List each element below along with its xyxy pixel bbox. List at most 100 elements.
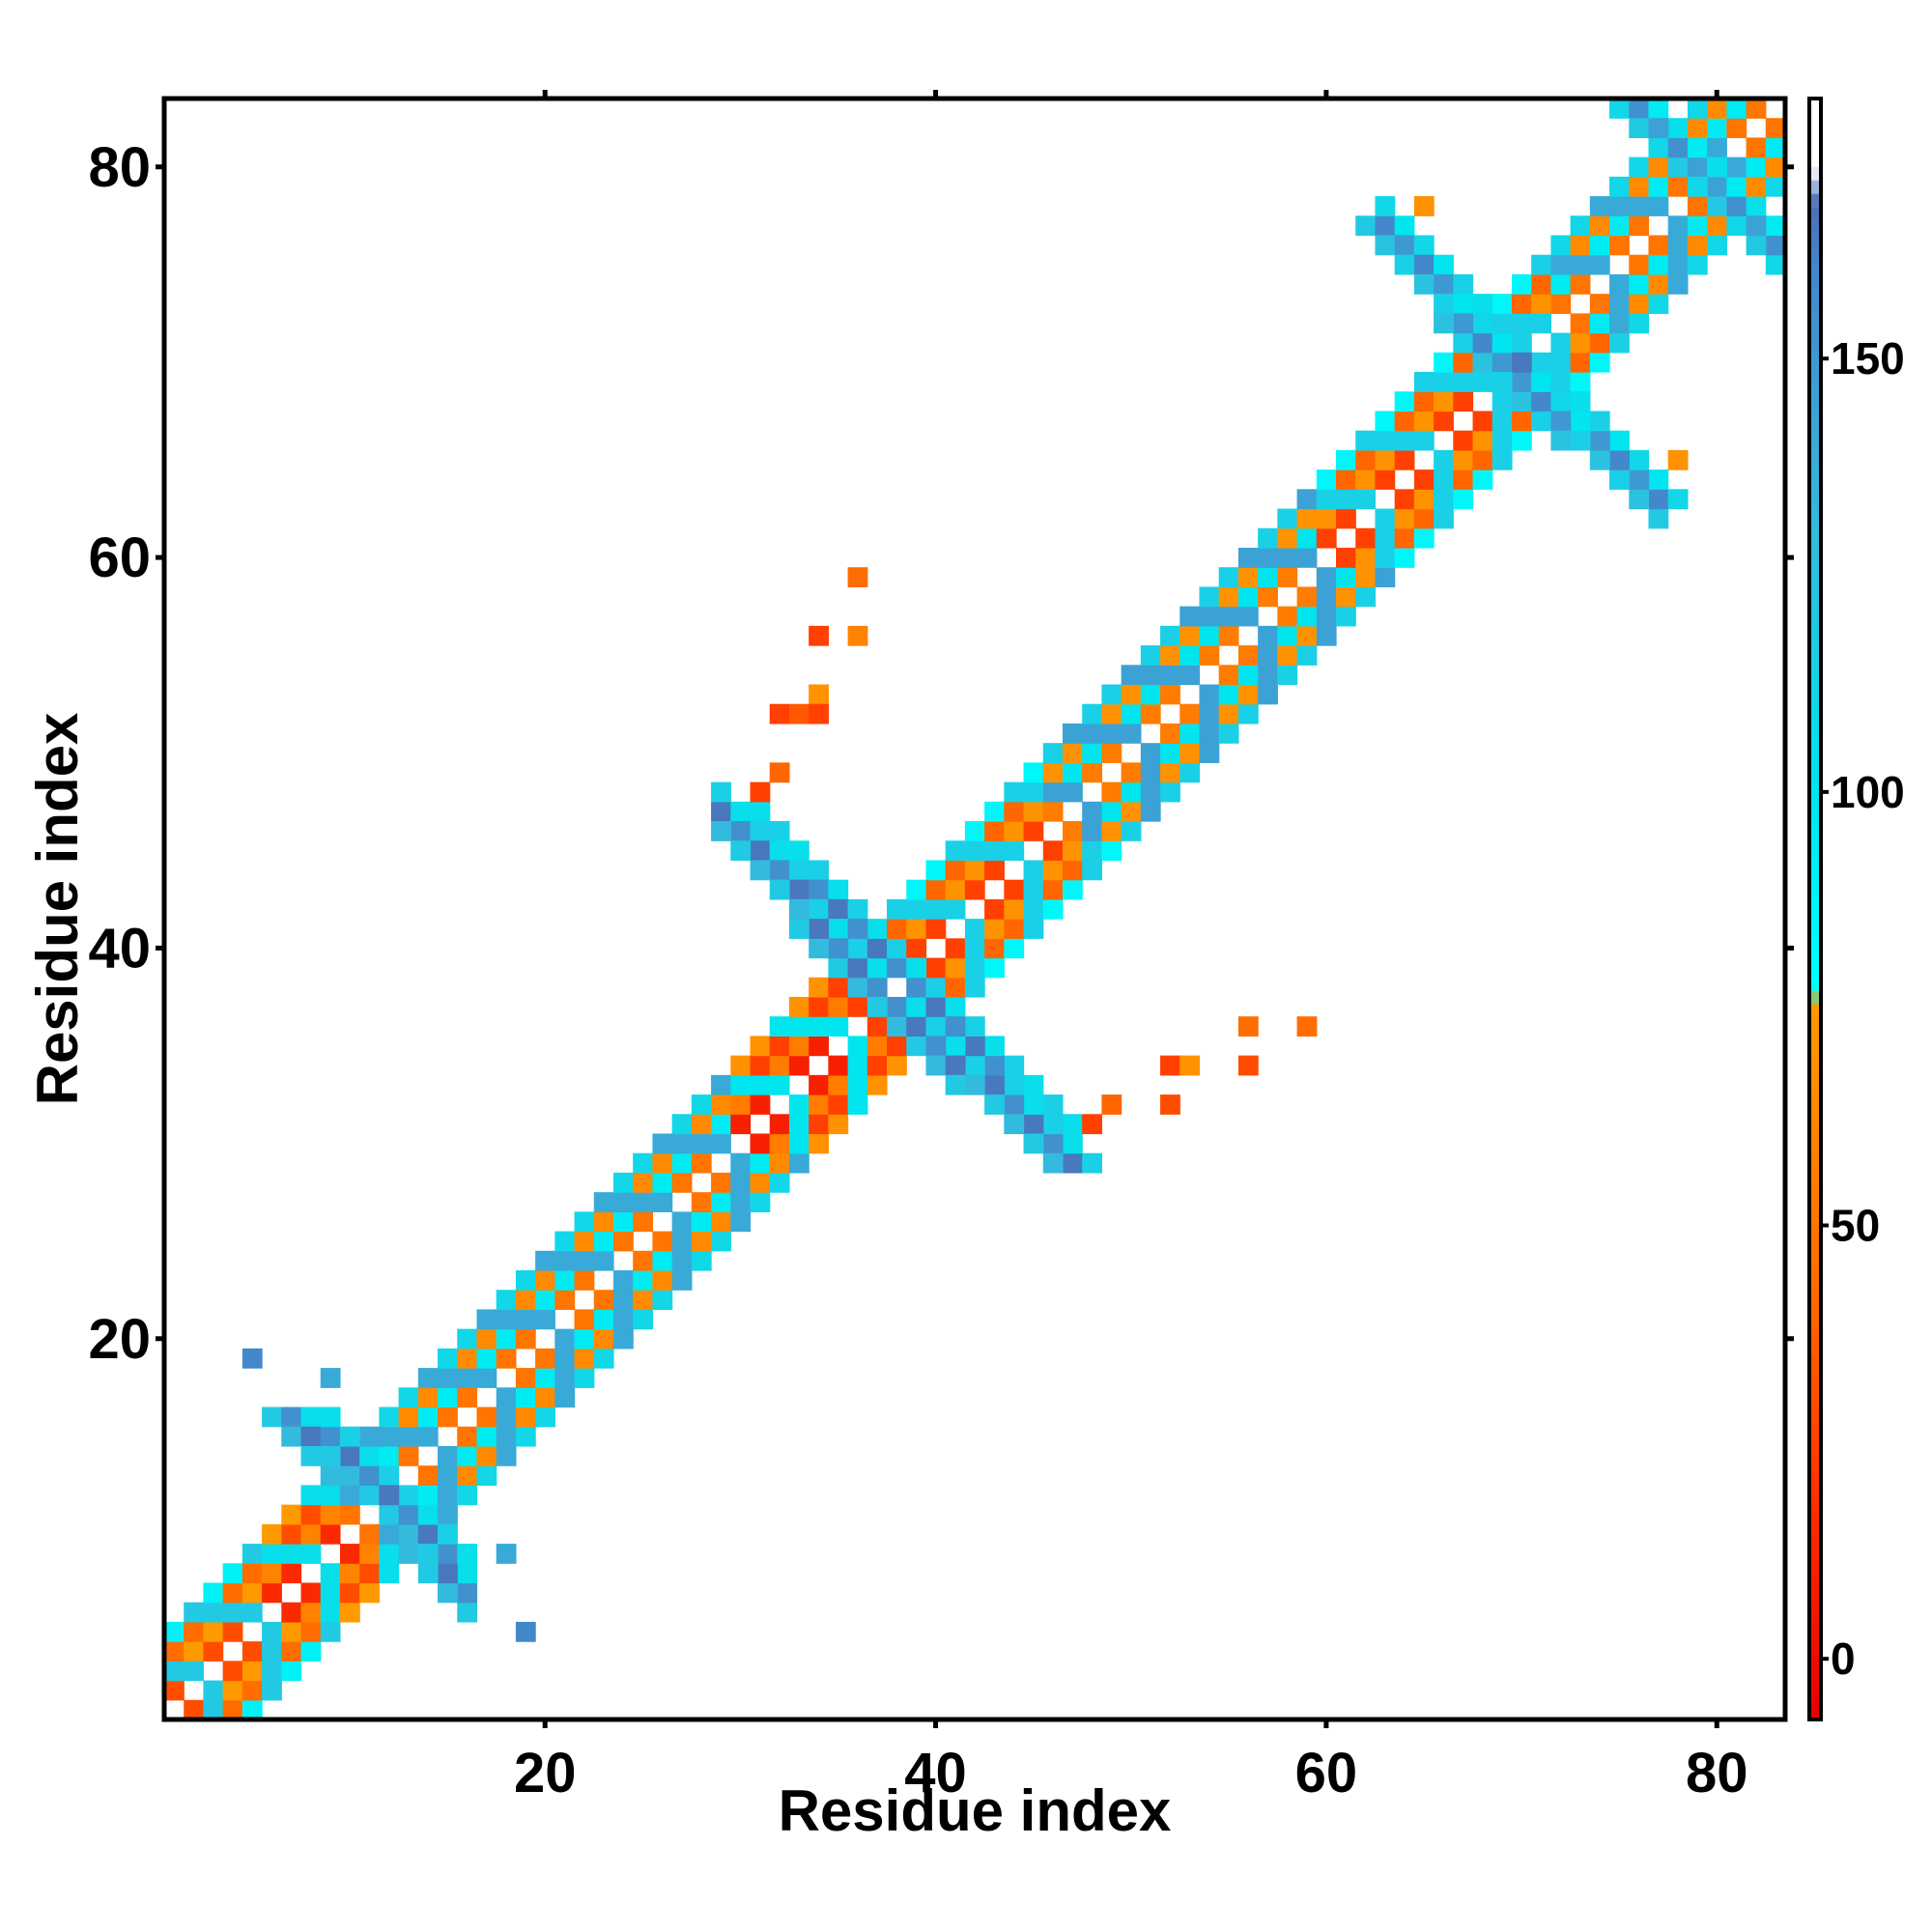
heatmap-cell [398,1426,419,1447]
heatmap-cell [1082,821,1103,841]
heatmap-cell [1629,215,1650,237]
heatmap-cell [730,1074,752,1095]
heatmap-cell [652,1270,673,1291]
heatmap-cell [730,1192,752,1212]
heatmap-cell [593,1290,614,1311]
colorbar-segment [1809,287,1821,302]
heatmap-cell [867,1016,888,1037]
heatmap-cell [1121,665,1142,686]
heatmap-cell [1336,606,1356,627]
heatmap-cell [1492,430,1513,451]
colorbar-segment [1809,571,1821,586]
heatmap-cell [711,1192,731,1212]
heatmap-cell [1609,176,1630,197]
heatmap-cell [1237,645,1259,666]
heatmap-cell [945,898,966,920]
heatmap-cell [906,938,927,959]
colorbar-segment [1809,720,1821,735]
heatmap-cell [1687,176,1708,197]
heatmap-cell [1413,508,1435,529]
heatmap-cell [1258,527,1278,549]
heatmap-cell [515,1328,536,1350]
heatmap-cell [1140,743,1161,763]
heatmap-cell [1101,684,1122,705]
heatmap-cell [1434,469,1454,490]
heatmap-cell [612,1290,634,1311]
heatmap-cell [476,1426,497,1447]
heatmap-cell [438,1523,458,1545]
colorbar-segment [1809,1571,1821,1585]
heatmap-cell [788,898,810,920]
heatmap-cell [945,879,966,900]
heatmap-cell [1042,801,1064,822]
heatmap-cell [867,919,888,939]
heatmap-cell [1082,1152,1103,1174]
colorbar-segment [1809,895,1821,910]
heatmap-cell [593,1231,614,1252]
heatmap-cell [262,1563,282,1584]
heatmap-cell [438,1544,458,1564]
heatmap-cell [281,1426,302,1447]
heatmap-cell [515,1368,536,1388]
heatmap-cell [1492,352,1513,373]
heatmap-cell [222,1699,243,1720]
heatmap-cell [1277,606,1298,627]
heatmap-cell [1179,665,1201,686]
heatmap-cell [339,1445,360,1466]
heatmap-cell [750,1172,771,1193]
heatmap-cell [1277,508,1298,529]
heatmap-cell [1550,294,1572,314]
heatmap-cell [711,821,731,841]
heatmap-cell [788,1133,810,1154]
heatmap-cell [1609,430,1630,451]
heatmap-cell [281,1602,302,1623]
heatmap-cell [711,1211,731,1233]
heatmap-cell [535,1309,555,1330]
colorbar-segment [1809,436,1821,451]
heatmap-cell [964,1074,985,1095]
heatmap-cell [574,1368,595,1388]
heatmap-cell [339,1602,360,1623]
colorbar-segment [1809,1003,1821,1018]
heatmap-cell [809,977,829,998]
heatmap-cell [1434,294,1454,314]
heatmap-cell [750,1036,771,1057]
heatmap-cell [1550,391,1572,412]
heatmap-cell [1062,1133,1083,1154]
colorbar-segment [1809,639,1821,654]
heatmap-cell [788,1016,810,1037]
heatmap-cell [320,1485,341,1506]
heatmap-cell [1609,273,1630,295]
colorbar-segment [1809,557,1821,573]
heatmap-cell [242,1348,263,1369]
heatmap-cell [1394,547,1415,568]
heatmap-cell [1648,469,1669,490]
heatmap-cell [1004,1094,1025,1115]
heatmap-cell [671,1114,693,1135]
heatmap-cell [457,1563,478,1584]
heatmap-cell [887,1016,907,1037]
heatmap-cell [964,821,985,841]
heatmap-cell [1434,391,1454,412]
heatmap-cell [1394,508,1415,529]
heatmap-cell [1667,137,1689,158]
colorbar-segment [1809,1665,1821,1680]
heatmap-cell [750,860,771,881]
heatmap-cell [809,860,829,881]
heatmap-cell [1316,586,1337,608]
colorbar-segment [1809,260,1821,275]
heatmap-cell [1218,703,1239,724]
heatmap-cell [750,1055,771,1076]
heatmap-cell [1277,567,1298,588]
heatmap-cell [417,1485,439,1506]
colorbar-segment [1809,1557,1821,1572]
heatmap-cell [847,938,868,959]
heatmap-cell [652,1250,673,1271]
heatmap-cell [809,938,829,959]
heatmap-cell [242,1661,263,1682]
heatmap-cell [633,1250,654,1271]
heatmap-cell [1237,684,1259,705]
heatmap-cell [1199,645,1220,666]
heatmap-cell [1550,254,1572,275]
heatmap-cell [1160,762,1180,783]
